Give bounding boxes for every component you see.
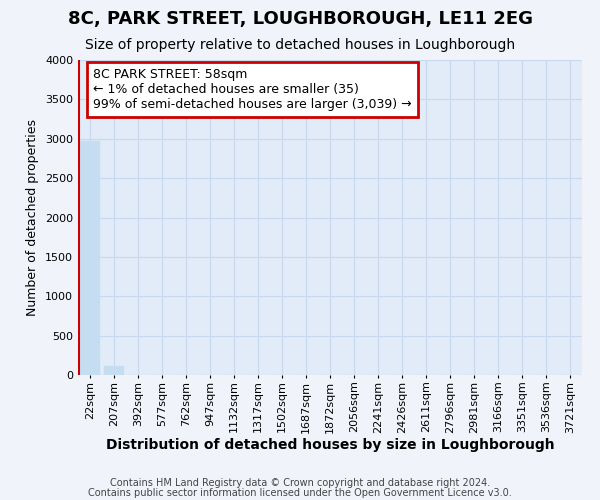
X-axis label: Distribution of detached houses by size in Loughborough: Distribution of detached houses by size … <box>106 438 554 452</box>
Text: Size of property relative to detached houses in Loughborough: Size of property relative to detached ho… <box>85 38 515 52</box>
Y-axis label: Number of detached properties: Number of detached properties <box>26 119 40 316</box>
Text: Contains HM Land Registry data © Crown copyright and database right 2024.: Contains HM Land Registry data © Crown c… <box>110 478 490 488</box>
Bar <box>80 141 100 375</box>
Text: 8C PARK STREET: 58sqm
← 1% of detached houses are smaller (35)
99% of semi-detac: 8C PARK STREET: 58sqm ← 1% of detached h… <box>93 68 412 111</box>
Text: Contains public sector information licensed under the Open Government Licence v3: Contains public sector information licen… <box>88 488 512 498</box>
Text: 8C, PARK STREET, LOUGHBOROUGH, LE11 2EG: 8C, PARK STREET, LOUGHBOROUGH, LE11 2EG <box>67 10 533 28</box>
Bar <box>104 366 124 375</box>
